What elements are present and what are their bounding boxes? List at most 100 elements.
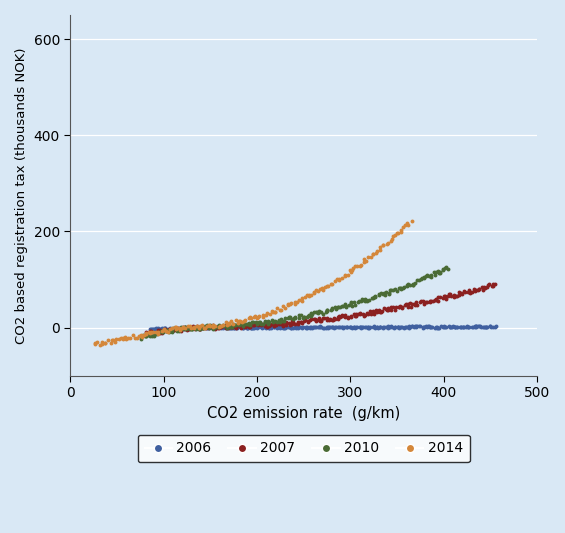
Point xyxy=(433,296,442,305)
Point xyxy=(261,322,270,331)
Point xyxy=(331,314,340,323)
Point xyxy=(294,324,303,332)
Point xyxy=(261,324,270,332)
Point xyxy=(384,239,393,248)
Point xyxy=(202,324,211,333)
Point xyxy=(478,285,487,294)
Point xyxy=(463,323,472,332)
Point xyxy=(205,324,214,332)
Point xyxy=(243,321,252,330)
Point xyxy=(117,333,126,342)
Point xyxy=(149,325,158,333)
Point xyxy=(341,301,350,310)
Point xyxy=(475,322,484,330)
Point xyxy=(402,281,411,290)
Point xyxy=(234,321,244,329)
Point xyxy=(164,327,173,336)
Point xyxy=(203,323,212,332)
Point xyxy=(169,324,178,333)
Point xyxy=(218,323,227,332)
Point xyxy=(262,322,271,331)
Point xyxy=(190,324,199,333)
Point xyxy=(149,329,158,338)
Point xyxy=(243,320,252,329)
Point xyxy=(334,276,344,284)
Point xyxy=(155,329,164,337)
Point xyxy=(377,307,386,316)
Point xyxy=(257,319,266,328)
Point xyxy=(199,324,208,332)
Point xyxy=(216,321,225,330)
Point xyxy=(347,265,356,274)
Point xyxy=(203,324,212,332)
Point xyxy=(165,325,174,333)
Point xyxy=(145,330,154,339)
Point xyxy=(218,320,227,329)
Point xyxy=(203,322,212,331)
Point xyxy=(180,324,189,333)
Point xyxy=(193,321,202,330)
Point xyxy=(224,322,233,331)
Point xyxy=(386,306,395,314)
Point xyxy=(155,325,164,333)
Point xyxy=(194,325,203,333)
Point xyxy=(402,323,411,332)
Point xyxy=(252,324,261,332)
Point xyxy=(349,298,358,306)
Point xyxy=(153,330,162,338)
Point xyxy=(298,324,307,332)
Point xyxy=(401,301,410,310)
Point xyxy=(481,323,490,332)
Point xyxy=(174,324,183,332)
Point xyxy=(274,323,283,332)
Point xyxy=(340,270,349,279)
Point xyxy=(234,319,243,327)
Point xyxy=(223,324,232,332)
Point xyxy=(393,323,402,332)
Point xyxy=(279,322,288,331)
Point xyxy=(334,303,343,312)
Point xyxy=(188,323,197,332)
Point xyxy=(254,322,263,331)
Point xyxy=(410,279,419,287)
Point xyxy=(452,322,461,331)
Point xyxy=(305,292,314,300)
Point xyxy=(329,314,338,322)
Point xyxy=(301,322,310,331)
Point xyxy=(223,321,232,329)
Point xyxy=(386,322,396,330)
Point xyxy=(328,316,337,324)
Point xyxy=(298,314,307,322)
Point xyxy=(279,324,288,332)
Point xyxy=(214,323,223,332)
Point xyxy=(299,323,308,332)
Point xyxy=(155,325,164,333)
Point xyxy=(162,326,171,334)
Point xyxy=(259,323,268,332)
Point xyxy=(280,304,289,312)
Point xyxy=(356,322,365,331)
Point xyxy=(257,319,266,328)
Point xyxy=(336,313,345,322)
Point xyxy=(316,316,325,324)
Point xyxy=(385,288,394,297)
Point xyxy=(263,309,272,318)
Point xyxy=(327,306,336,314)
Point xyxy=(238,324,247,332)
Point xyxy=(251,320,260,329)
Point xyxy=(338,323,347,332)
Point xyxy=(258,311,267,319)
Point xyxy=(292,324,301,332)
Point xyxy=(446,290,455,298)
Point xyxy=(327,323,336,332)
Point xyxy=(120,333,129,342)
Point xyxy=(470,285,479,294)
Point xyxy=(344,270,353,279)
Point xyxy=(406,322,415,331)
Point xyxy=(379,322,388,331)
Point xyxy=(374,290,383,299)
Point xyxy=(187,325,196,333)
Point xyxy=(334,323,344,332)
Point xyxy=(272,323,281,332)
Point xyxy=(372,305,381,314)
